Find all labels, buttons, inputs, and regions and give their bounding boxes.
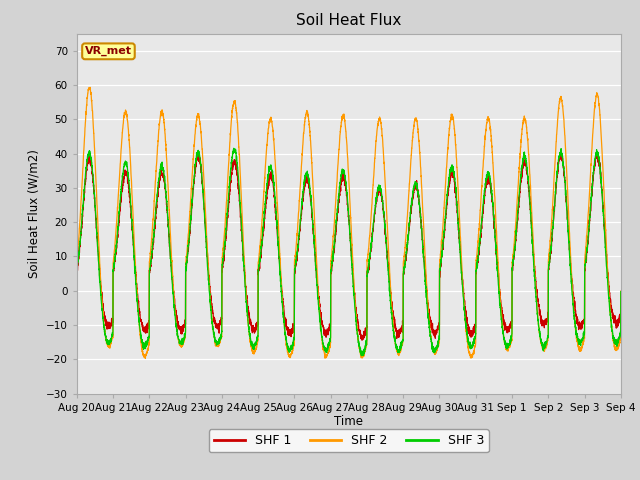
SHF 2: [329, 243, 337, 249]
SHF 1: [441, 228, 449, 233]
SHF 3: [329, 253, 337, 259]
SHF 3: [616, 333, 624, 338]
SHF 2: [616, 336, 624, 341]
SHF 3: [471, 336, 479, 342]
SHF 2: [617, 288, 625, 294]
Line: SHF 1: SHF 1: [77, 152, 621, 340]
SHF 1: [171, 296, 179, 301]
SHF 3: [502, 344, 509, 350]
Y-axis label: Soil Heat Flux (W/m2): Soil Heat Flux (W/m2): [28, 149, 40, 278]
Line: SHF 3: SHF 3: [77, 148, 621, 356]
SHF 3: [617, 288, 625, 294]
SHF 2: [502, 347, 509, 352]
SHF 1: [329, 257, 337, 263]
SHF 3: [73, 267, 81, 273]
SHF 1: [617, 290, 625, 296]
SHF 3: [230, 145, 237, 151]
SHF 1: [502, 325, 509, 331]
SHF 3: [171, 307, 179, 313]
Text: VR_met: VR_met: [85, 46, 132, 57]
SHF 3: [358, 353, 365, 359]
SHF 1: [358, 337, 366, 343]
SHF 2: [171, 305, 179, 311]
SHF 1: [195, 149, 202, 155]
SHF 1: [73, 264, 81, 270]
Legend: SHF 1, SHF 2, SHF 3: SHF 1, SHF 2, SHF 3: [209, 429, 489, 452]
SHF 1: [616, 317, 624, 323]
SHF 2: [86, 84, 94, 90]
Title: Soil Heat Flux: Soil Heat Flux: [296, 13, 401, 28]
SHF 1: [471, 324, 479, 330]
Line: SHF 2: SHF 2: [77, 87, 621, 359]
SHF 2: [471, 345, 479, 350]
SHF 2: [73, 256, 81, 262]
SHF 2: [441, 194, 449, 200]
SHF 2: [141, 356, 149, 361]
SHF 3: [441, 222, 449, 228]
X-axis label: Time: Time: [334, 415, 364, 429]
